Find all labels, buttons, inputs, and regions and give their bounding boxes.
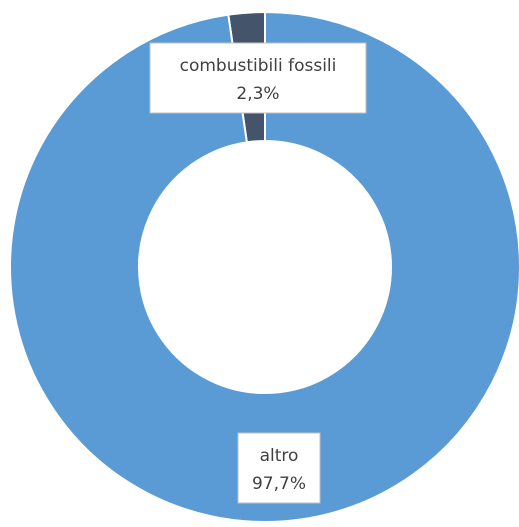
data-label-category: altro — [260, 446, 299, 466]
data-label-combustibili-fossili: combustibili fossili 2,3% — [149, 42, 367, 114]
data-label-altro: altro 97,7% — [237, 432, 321, 504]
slice-altro — [9, 10, 519, 523]
data-label-value: 2,3% — [236, 84, 279, 104]
data-label-box — [149, 42, 367, 114]
data-label-box — [237, 432, 321, 504]
data-label-category: combustibili fossili — [180, 56, 337, 76]
labels-group: combustibili fossili 2,3% altro 97,7% — [149, 42, 367, 504]
data-label-value: 97,7% — [252, 474, 306, 494]
